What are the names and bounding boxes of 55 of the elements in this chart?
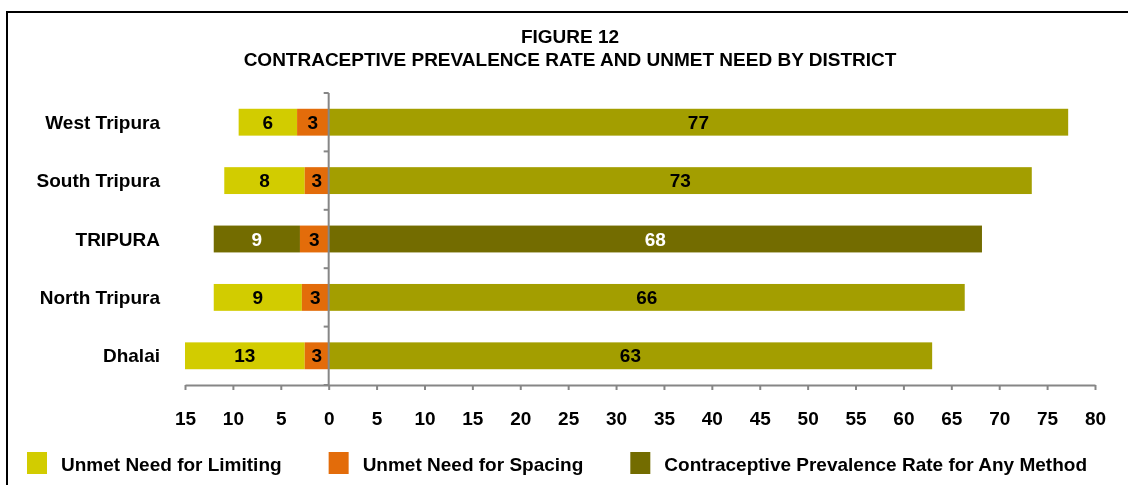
x-tick-label: 75 bbox=[1037, 407, 1059, 429]
x-tick-label: 5 bbox=[371, 407, 383, 429]
x-tick-label: 40 bbox=[701, 407, 723, 429]
data-label: 6 bbox=[262, 111, 274, 133]
x-tick-label: 10 bbox=[414, 407, 436, 429]
data-label: 3 bbox=[311, 170, 322, 192]
data-label: 63 bbox=[619, 345, 641, 367]
bar bbox=[328, 108, 1069, 136]
legend-label: Contraceptive Prevalence Rate for Any Method bbox=[664, 453, 1087, 475]
data-label: 9 bbox=[252, 287, 264, 309]
y-tick-label: West Tripura bbox=[45, 111, 161, 133]
data-label: 66 bbox=[636, 287, 658, 309]
data-label: 73 bbox=[669, 170, 691, 192]
x-tick-label: 50 bbox=[797, 407, 819, 429]
x-tick-label: 60 bbox=[893, 407, 915, 429]
y-tick-label: Dhalai bbox=[102, 345, 160, 367]
bar bbox=[238, 108, 298, 136]
x-tick-label: 10 bbox=[222, 407, 244, 429]
data-label: 9 bbox=[251, 228, 263, 250]
x-tick-label: 0 bbox=[323, 407, 335, 429]
x-tick-label: 15 bbox=[462, 407, 484, 429]
data-label: 13 bbox=[234, 345, 256, 367]
y-tick-label: TRIPURA bbox=[75, 228, 161, 250]
x-tick-label: 25 bbox=[558, 407, 580, 429]
x-tick-label: 15 bbox=[174, 407, 197, 429]
bar bbox=[328, 283, 965, 311]
data-label: 77 bbox=[687, 111, 709, 133]
y-tick-label: South Tripura bbox=[36, 170, 161, 192]
chart-subtitle: CONTRACEPTIVE PREVALENCE RATE AND UNMET NEED BY DISTRICT bbox=[243, 49, 897, 70]
x-tick-label: 70 bbox=[989, 407, 1011, 429]
x-tick-label: 80 bbox=[1084, 407, 1107, 429]
x-tick-label: 35 bbox=[653, 407, 676, 429]
data-label: 3 bbox=[311, 345, 322, 367]
data-label: 3 bbox=[309, 228, 320, 250]
bar bbox=[328, 342, 933, 370]
bar bbox=[328, 225, 982, 253]
y-tick-label: North Tripura bbox=[39, 287, 161, 309]
data-label: 68 bbox=[644, 228, 666, 250]
x-tick-label: 5 bbox=[276, 407, 287, 429]
chart-title: FIGURE 12 bbox=[520, 26, 620, 47]
x-tick-label: 45 bbox=[749, 407, 772, 429]
bar bbox=[224, 167, 305, 195]
bar bbox=[213, 283, 302, 311]
bar bbox=[328, 167, 1032, 195]
data-label: 3 bbox=[307, 111, 319, 133]
data-label: 3 bbox=[309, 287, 321, 309]
bar bbox=[185, 342, 305, 370]
x-tick-label: 55 bbox=[845, 407, 868, 429]
legend-label: Unmet Need for Limiting bbox=[61, 453, 282, 475]
x-tick-label: 30 bbox=[605, 407, 628, 429]
x-tick-label: 65 bbox=[941, 407, 963, 429]
x-tick-label: 20 bbox=[510, 407, 532, 429]
data-label: 8 bbox=[259, 170, 270, 192]
bar bbox=[213, 225, 300, 253]
legend-label: Unmet Need for Spacing bbox=[362, 453, 584, 475]
